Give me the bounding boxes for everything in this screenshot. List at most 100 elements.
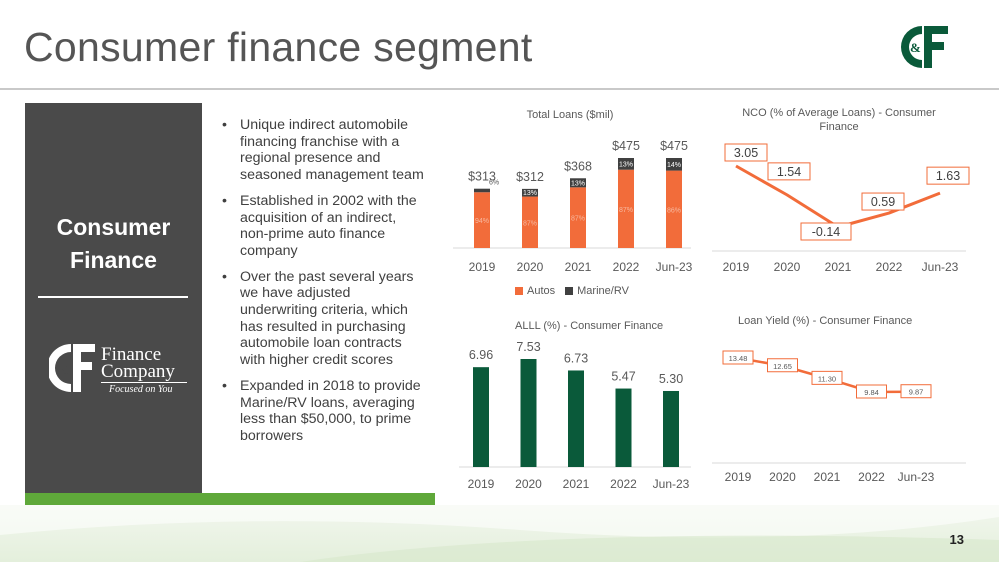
x-tick-label: 2019 bbox=[468, 477, 495, 491]
panel-title-line1: Consumer bbox=[56, 214, 171, 240]
chart-title: ALLL (%) - Consumer Finance bbox=[515, 320, 664, 332]
data-label: 13.48 bbox=[729, 354, 748, 363]
data-label: 7.53 bbox=[516, 340, 540, 354]
company-tagline: Focused on You bbox=[109, 384, 173, 395]
data-label: 3.05 bbox=[734, 146, 758, 160]
data-label: 9.84 bbox=[864, 388, 879, 397]
page-number: 13 bbox=[949, 532, 964, 547]
data-label-box bbox=[800, 222, 852, 241]
svg-text:&: & bbox=[910, 40, 921, 55]
data-label: 6.96 bbox=[469, 348, 493, 362]
x-tick-label: 2020 bbox=[769, 470, 796, 484]
legend-label: Autos bbox=[527, 285, 556, 297]
alll-chart: ALLL (%) - Consumer Finance 6.96 2019 7.53… bbox=[445, 315, 695, 495]
x-tick-label: 2021 bbox=[814, 470, 841, 484]
data-label-box bbox=[724, 143, 768, 162]
segment-panel: Consumer Finance & Finance Company Focus… bbox=[25, 103, 202, 493]
data-label: 5.47 bbox=[611, 370, 635, 384]
data-label: 1.54 bbox=[777, 165, 801, 179]
data-label-autos: 86% bbox=[667, 207, 681, 214]
bar-autos bbox=[666, 170, 682, 248]
logo-underline bbox=[101, 382, 187, 383]
panel-divider bbox=[38, 296, 188, 298]
total-label: $313 bbox=[468, 170, 496, 184]
x-tick-label: Jun-23 bbox=[653, 477, 690, 491]
nco-svg: 3.05 2019 1.54 2020 -0.14 2021 0.59 2022 1.63 Jun… bbox=[712, 143, 970, 274]
data-label-marine: 14% bbox=[667, 162, 681, 169]
bullet-item: Expanded in 2018 to provide Marine/RV lo… bbox=[222, 378, 427, 445]
loan-yield-chart: Loan Yield (%) - Consumer Finance 13.48 2… bbox=[708, 310, 970, 490]
x-tick-label: Jun-23 bbox=[656, 260, 693, 274]
bar bbox=[663, 390, 679, 467]
bullet-list: Unique indirect automobile financing fra… bbox=[222, 117, 427, 454]
data-label-box bbox=[861, 192, 905, 211]
data-label: 5.30 bbox=[659, 372, 683, 386]
x-tick-label: 2019 bbox=[723, 260, 750, 274]
legend-swatch-marine bbox=[565, 287, 574, 295]
x-tick-label: 2020 bbox=[774, 260, 801, 274]
panel-title-line2: Finance bbox=[70, 247, 157, 273]
data-label-marine: 6% bbox=[489, 180, 499, 187]
x-tick-label: 2022 bbox=[858, 470, 885, 484]
bar-marine-rv bbox=[570, 178, 586, 188]
data-label-box bbox=[767, 162, 811, 181]
x-tick-label: 2020 bbox=[517, 260, 544, 274]
total-loans-chart: Total Loans ($mil) 94% 6% $313 2019 87% 13% $3… bbox=[445, 103, 695, 303]
bar-autos bbox=[570, 187, 586, 248]
company-name-line2: Company bbox=[101, 361, 175, 382]
legend-swatch-autos bbox=[515, 287, 523, 295]
page-title: Consumer finance segment bbox=[24, 24, 533, 70]
alll-svg: 6.96 2019 7.53 2020 6.73 2021 5.47 2022 5.30 Jun-… bbox=[459, 340, 691, 491]
finance-company-logo: & Finance Company Focused on You bbox=[49, 340, 189, 400]
bar-marine-rv bbox=[618, 158, 634, 170]
total-label: $475 bbox=[660, 139, 688, 153]
bar-autos bbox=[522, 196, 538, 248]
data-label-box bbox=[767, 358, 798, 373]
nco-chart: NCO (% of Average Loans) - Consumer Fina… bbox=[708, 103, 970, 283]
data-label-autos: 87% bbox=[619, 207, 633, 214]
accent-bar bbox=[25, 493, 435, 505]
x-tick-label: 2022 bbox=[610, 477, 637, 491]
bar bbox=[473, 367, 489, 467]
bullet-item: Established in 2002 with the acquisition… bbox=[222, 193, 427, 260]
data-label-box bbox=[926, 166, 970, 185]
x-tick-label: Jun-23 bbox=[898, 470, 935, 484]
bullet-list-panel: Unique indirect automobile financing fra… bbox=[202, 103, 434, 493]
data-label: 0.59 bbox=[871, 195, 895, 209]
data-label-autos: 87% bbox=[571, 216, 585, 223]
title-divider bbox=[0, 88, 999, 90]
bar bbox=[520, 359, 537, 467]
x-tick-label: 2019 bbox=[469, 260, 496, 274]
bar-marine-rv bbox=[474, 188, 490, 193]
bullet-item: Unique indirect automobile financing fra… bbox=[222, 117, 427, 184]
series-line bbox=[735, 164, 941, 229]
x-tick-label: 2020 bbox=[515, 477, 542, 491]
x-tick-label: 2022 bbox=[876, 260, 903, 274]
chart-legend: Autos Marine/RV bbox=[515, 285, 629, 297]
bar-autos bbox=[474, 192, 490, 248]
data-label: 9.87 bbox=[909, 388, 924, 397]
x-tick-label: 2019 bbox=[725, 470, 752, 484]
finance-company-mark-icon: & bbox=[49, 344, 95, 392]
data-label-autos: 87% bbox=[523, 220, 537, 227]
total-loans-svg: 94% 6%$313 2019 87% 13% $312 2020 87% 13% $368 202… bbox=[453, 139, 693, 274]
data-label: 11.30 bbox=[818, 374, 836, 383]
data-label-box bbox=[811, 370, 843, 385]
chart-title: NCO (% of Average Loans) - Consumer Fina… bbox=[742, 107, 936, 133]
data-label-marine: 13% bbox=[619, 161, 633, 168]
total-label: $368 bbox=[564, 159, 592, 173]
x-tick-label: 2022 bbox=[613, 260, 640, 274]
data-label-marine: 13% bbox=[523, 190, 537, 197]
data-label-box bbox=[900, 384, 932, 399]
data-label: -0.14 bbox=[812, 225, 841, 239]
chart-title: Total Loans ($mil) bbox=[526, 109, 614, 121]
company-name-line1: Finance bbox=[101, 344, 162, 365]
bar-marine-rv bbox=[522, 188, 538, 197]
x-tick-label: Jun-23 bbox=[922, 260, 959, 274]
chart-title: Loan Yield (%) - Consumer Finance bbox=[738, 315, 913, 327]
bar bbox=[615, 388, 632, 467]
footer-band bbox=[0, 505, 999, 562]
legend-label: Marine/RV bbox=[577, 285, 629, 297]
x-tick-label: 2021 bbox=[825, 260, 852, 274]
data-label: 1.63 bbox=[936, 169, 960, 183]
